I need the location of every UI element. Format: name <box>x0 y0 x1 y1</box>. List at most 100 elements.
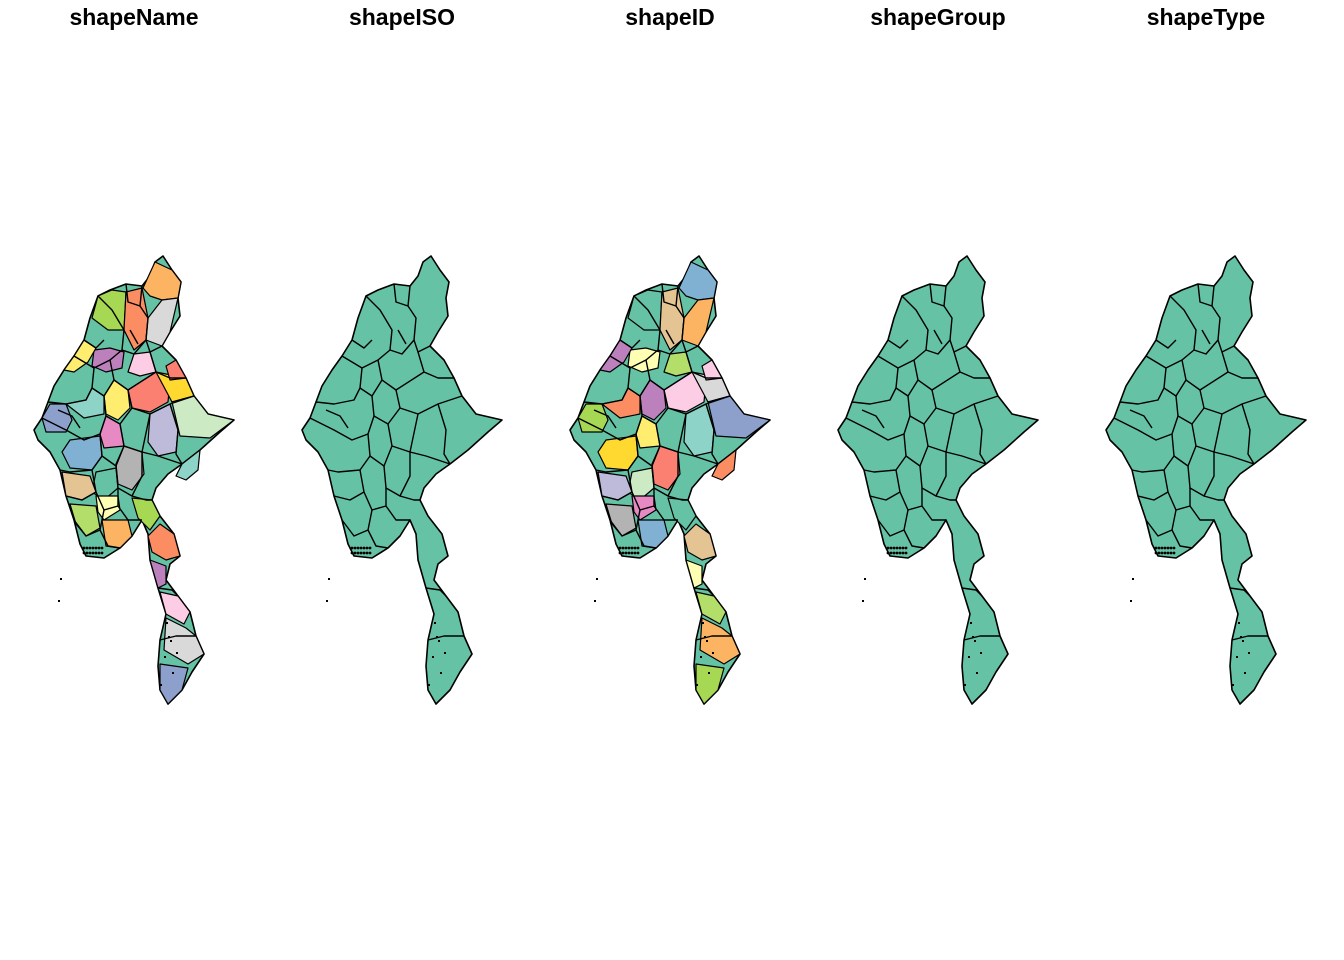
district-region <box>707 395 771 439</box>
delta-island <box>889 551 893 555</box>
district-border <box>169 403 183 465</box>
district-border <box>397 329 407 345</box>
district-border <box>363 488 387 511</box>
delta-island <box>892 551 896 555</box>
district-border <box>655 413 687 453</box>
delta-island <box>886 551 890 555</box>
island-speck <box>1232 684 1234 686</box>
island-speck <box>432 656 434 658</box>
district-region <box>41 403 73 433</box>
delta-island <box>94 546 98 550</box>
district-region <box>127 351 157 377</box>
delta-island <box>633 546 637 550</box>
delta-island <box>1166 551 1170 555</box>
district-border <box>141 451 183 465</box>
delta-island <box>1154 551 1158 555</box>
district-region <box>685 559 703 589</box>
district-border <box>631 488 655 511</box>
district-border <box>953 351 990 379</box>
district-border <box>129 329 139 345</box>
delta-island <box>350 551 354 555</box>
delta-island <box>85 546 89 550</box>
delta-island <box>901 546 905 550</box>
district-border <box>99 529 121 549</box>
district-border <box>409 451 451 465</box>
island-speck <box>168 636 170 638</box>
delta-island <box>100 546 104 550</box>
island-speck <box>434 622 436 624</box>
district-border <box>1137 469 1169 501</box>
district-region <box>701 359 723 381</box>
district-border <box>593 409 617 429</box>
delta-island <box>633 551 637 555</box>
delta-island <box>1163 546 1167 550</box>
delta-island <box>97 551 101 555</box>
delta-island <box>1160 551 1164 555</box>
district-border <box>425 587 447 597</box>
delta-island <box>94 551 98 555</box>
district-border <box>1171 529 1193 549</box>
district-border <box>73 509 105 537</box>
delta-island <box>618 546 622 550</box>
island-speck <box>160 684 162 686</box>
island-speck <box>594 600 596 602</box>
district-border <box>583 367 631 405</box>
district-border <box>387 413 419 453</box>
delta-island <box>627 546 631 550</box>
delta-island <box>91 546 95 550</box>
delta-island <box>359 551 363 555</box>
delta-island <box>892 546 896 550</box>
district-border <box>1155 339 1177 349</box>
delta-island <box>901 551 905 555</box>
district-border <box>351 339 373 349</box>
map-panel-shapeiso: shapeISO <box>268 0 536 960</box>
district-border <box>95 488 119 511</box>
myanmar-map <box>33 255 235 705</box>
district-border <box>963 635 1000 641</box>
delta-island <box>91 551 95 555</box>
delta-island <box>1169 546 1173 550</box>
island-speck <box>704 636 706 638</box>
district-border <box>119 413 151 453</box>
map-panel-shapeid: shapeID <box>536 0 804 960</box>
district-border <box>1201 329 1211 345</box>
district-border <box>1197 283 1213 307</box>
delta-island <box>362 546 366 550</box>
delta-island <box>898 551 902 555</box>
district-border <box>1167 488 1191 511</box>
district-border <box>1221 351 1258 379</box>
delta-island <box>618 551 622 555</box>
district-border <box>933 329 943 345</box>
delta-island <box>1163 551 1167 555</box>
island-speck <box>1132 578 1134 580</box>
island-speck <box>170 640 172 642</box>
island-speck <box>444 652 446 654</box>
district-border <box>667 495 688 501</box>
district-border <box>705 403 719 465</box>
island-speck <box>428 684 430 686</box>
district-border <box>653 505 678 521</box>
district-border <box>117 505 142 521</box>
district-border <box>149 351 186 379</box>
delta-island <box>621 551 625 555</box>
island-speck <box>1130 600 1132 602</box>
delta-island <box>904 551 908 555</box>
delta-island <box>362 551 366 555</box>
island-speck <box>596 578 598 580</box>
district-border <box>845 395 911 441</box>
island-speck <box>696 684 698 686</box>
delta-island <box>88 551 92 555</box>
district-border <box>41 395 107 441</box>
district-border <box>157 587 179 597</box>
island-speck <box>1238 622 1240 624</box>
district-border <box>1213 451 1255 465</box>
map-panel-shapegroup: shapeGroup <box>804 0 1072 960</box>
island-speck <box>972 636 974 638</box>
delta-island <box>895 551 899 555</box>
delta-island <box>1166 546 1170 550</box>
island-speck <box>438 640 440 642</box>
district-border <box>57 409 81 429</box>
delta-island <box>624 546 628 550</box>
delta-island <box>895 546 899 550</box>
island-speck <box>708 672 710 674</box>
